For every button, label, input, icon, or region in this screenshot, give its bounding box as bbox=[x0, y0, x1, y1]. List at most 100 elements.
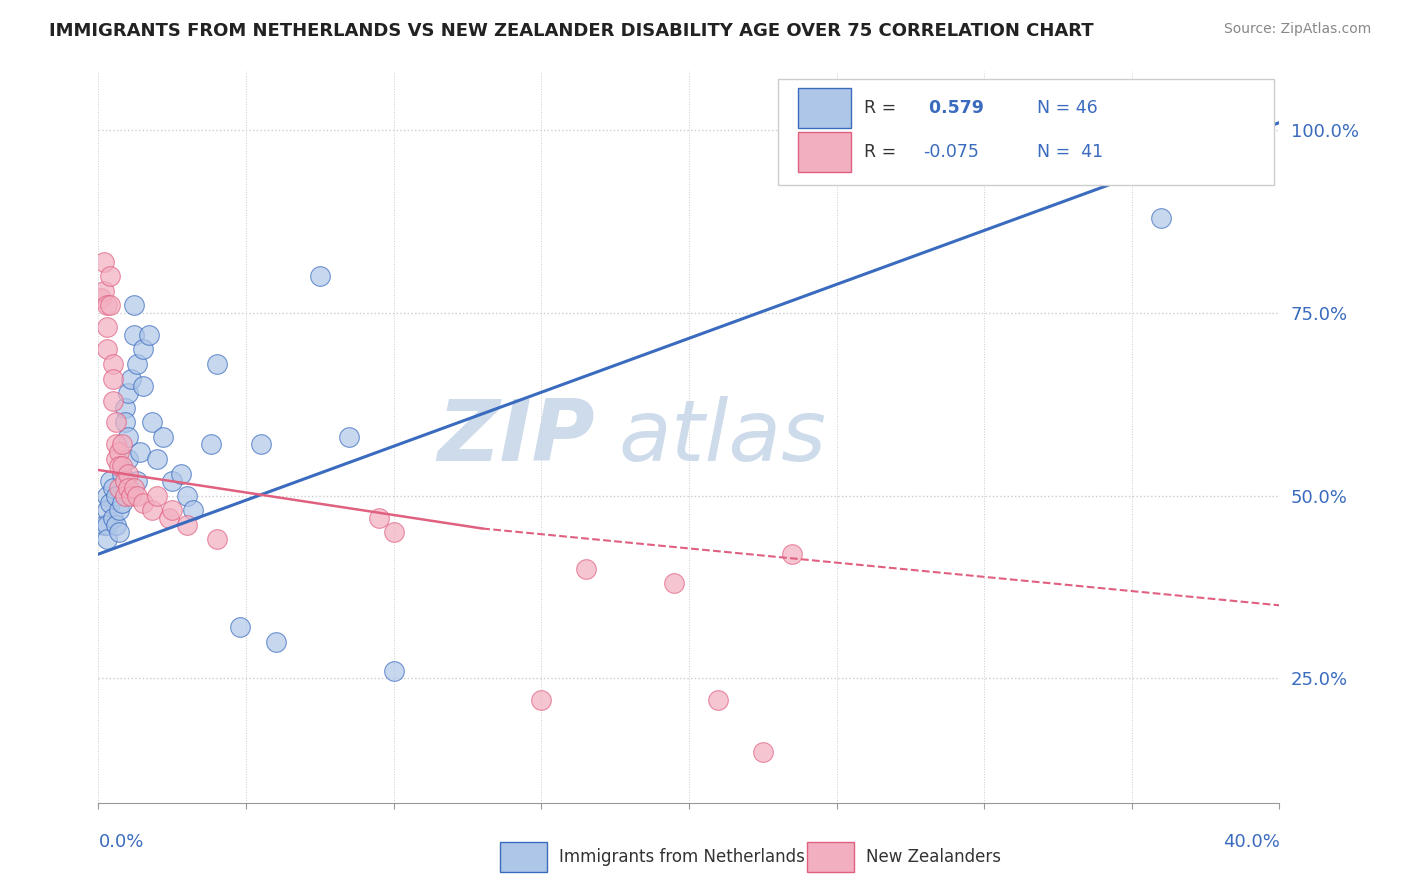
Point bbox=[103, 371, 125, 385]
Point bbox=[176, 489, 198, 503]
Point bbox=[152, 430, 174, 444]
Point bbox=[530, 693, 553, 707]
FancyBboxPatch shape bbox=[807, 841, 855, 872]
Point bbox=[98, 298, 121, 312]
Point bbox=[93, 517, 115, 532]
Point bbox=[141, 503, 163, 517]
Point bbox=[111, 459, 134, 474]
Point bbox=[98, 474, 121, 488]
FancyBboxPatch shape bbox=[797, 132, 851, 172]
Point bbox=[114, 401, 136, 415]
Point bbox=[170, 467, 193, 481]
Text: 40.0%: 40.0% bbox=[1223, 833, 1279, 851]
Text: Source: ZipAtlas.com: Source: ZipAtlas.com bbox=[1223, 22, 1371, 37]
Point bbox=[141, 416, 163, 430]
Point bbox=[146, 452, 169, 467]
Point bbox=[114, 416, 136, 430]
Point bbox=[120, 489, 142, 503]
Point bbox=[1150, 211, 1173, 225]
Point bbox=[103, 357, 125, 371]
Point bbox=[146, 489, 169, 503]
Point bbox=[105, 416, 128, 430]
Point bbox=[200, 437, 222, 451]
Point bbox=[128, 444, 150, 458]
Text: atlas: atlas bbox=[619, 395, 827, 479]
Text: N =  41: N = 41 bbox=[1038, 143, 1104, 161]
Point bbox=[111, 437, 134, 451]
Text: New Zealanders: New Zealanders bbox=[866, 848, 1001, 866]
Point bbox=[96, 517, 118, 532]
Point bbox=[117, 386, 139, 401]
Point bbox=[108, 525, 131, 540]
Point bbox=[132, 379, 155, 393]
Point bbox=[98, 269, 121, 284]
Point bbox=[132, 496, 155, 510]
Point bbox=[108, 444, 131, 458]
Point bbox=[782, 547, 804, 561]
Point bbox=[339, 430, 361, 444]
Point bbox=[664, 576, 686, 591]
Point bbox=[382, 525, 405, 540]
Point bbox=[111, 467, 134, 481]
Text: R =: R = bbox=[863, 143, 901, 161]
Text: 0.0%: 0.0% bbox=[98, 833, 143, 851]
Text: R =: R = bbox=[863, 99, 901, 117]
Point bbox=[264, 635, 287, 649]
Point bbox=[96, 298, 118, 312]
Point bbox=[105, 489, 128, 503]
Point bbox=[96, 320, 118, 334]
Text: 0.579: 0.579 bbox=[922, 99, 984, 117]
Point bbox=[176, 517, 198, 532]
Point bbox=[132, 343, 155, 357]
Point bbox=[105, 437, 128, 451]
Point bbox=[103, 481, 125, 495]
Point bbox=[114, 474, 136, 488]
Point bbox=[162, 503, 183, 517]
Point bbox=[368, 510, 391, 524]
Point bbox=[96, 533, 118, 547]
Point bbox=[125, 489, 148, 503]
Point bbox=[575, 562, 598, 576]
Point bbox=[117, 467, 139, 481]
Point bbox=[108, 481, 131, 495]
Point bbox=[108, 459, 131, 474]
Point bbox=[96, 503, 118, 517]
Point bbox=[114, 489, 136, 503]
Point bbox=[103, 510, 125, 524]
Point bbox=[93, 254, 115, 268]
Point bbox=[157, 510, 180, 524]
FancyBboxPatch shape bbox=[778, 78, 1274, 185]
Point bbox=[117, 452, 139, 467]
FancyBboxPatch shape bbox=[501, 841, 547, 872]
Point bbox=[122, 481, 145, 495]
Text: ZIP: ZIP bbox=[437, 395, 595, 479]
Point bbox=[105, 452, 128, 467]
Point bbox=[103, 393, 125, 408]
Point bbox=[98, 496, 121, 510]
Point bbox=[382, 664, 405, 678]
Point bbox=[125, 474, 148, 488]
Point bbox=[117, 481, 139, 495]
Point bbox=[93, 284, 115, 298]
Point bbox=[250, 437, 273, 451]
Text: Immigrants from Netherlands: Immigrants from Netherlands bbox=[560, 848, 804, 866]
Text: N = 46: N = 46 bbox=[1038, 99, 1098, 117]
Point bbox=[309, 269, 332, 284]
Point bbox=[205, 533, 228, 547]
Point bbox=[96, 343, 118, 357]
Point bbox=[117, 430, 139, 444]
Point bbox=[111, 496, 134, 510]
Point bbox=[229, 620, 252, 634]
Point bbox=[105, 517, 128, 532]
Point bbox=[125, 357, 148, 371]
Text: -0.075: -0.075 bbox=[922, 143, 979, 161]
Point bbox=[122, 298, 145, 312]
Point bbox=[108, 503, 131, 517]
Point bbox=[181, 503, 204, 517]
Point bbox=[122, 327, 145, 342]
Point bbox=[90, 291, 112, 305]
Point bbox=[138, 327, 160, 342]
FancyBboxPatch shape bbox=[797, 87, 851, 128]
Point bbox=[120, 371, 142, 385]
Point bbox=[96, 489, 118, 503]
